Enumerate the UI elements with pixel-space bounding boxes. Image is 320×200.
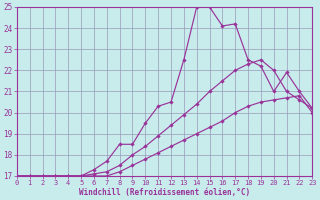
X-axis label: Windchill (Refroidissement éolien,°C): Windchill (Refroidissement éolien,°C) — [79, 188, 250, 197]
